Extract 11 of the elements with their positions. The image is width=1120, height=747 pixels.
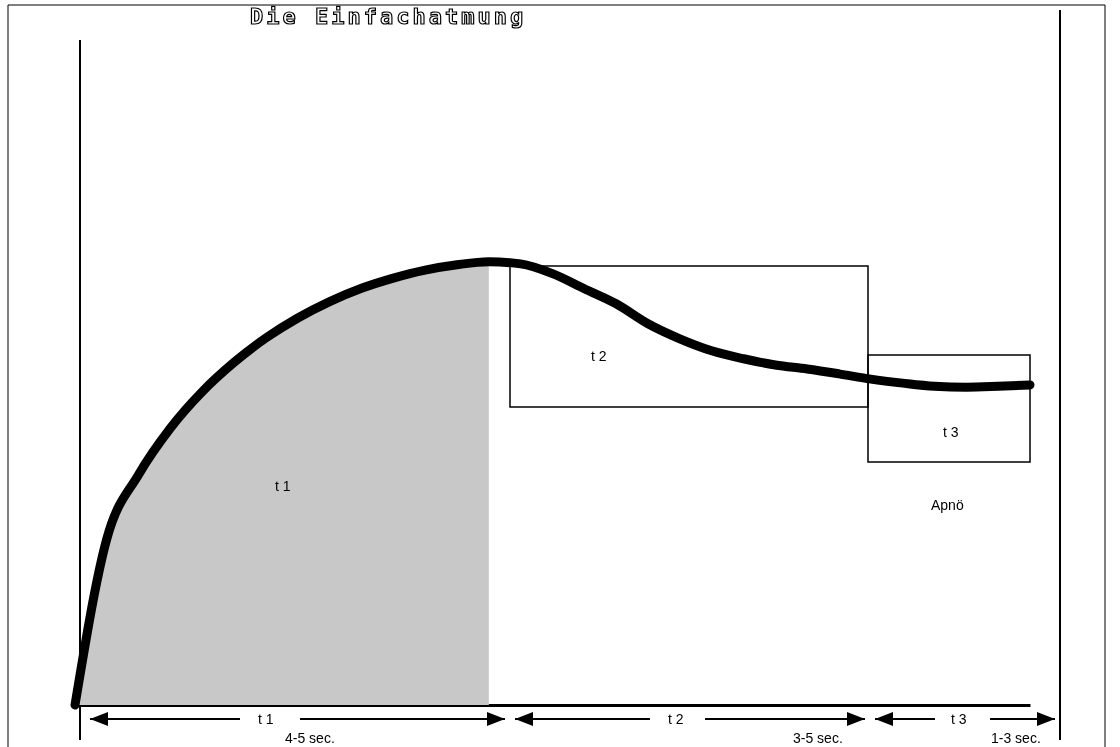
- annotation: t 1: [274, 478, 292, 494]
- text: 1-3 sec.: [988, 730, 1044, 746]
- annotation: Apnö: [930, 497, 965, 513]
- text: t 1: [255, 711, 277, 727]
- text: 3-5 sec.: [790, 730, 846, 746]
- text: t 3: [948, 711, 970, 727]
- text: 4-5 sec.: [282, 730, 338, 746]
- chart-title: Die Einfachatmung: [250, 4, 527, 29]
- text: t 2: [665, 711, 687, 727]
- annotation: t 3: [942, 424, 960, 440]
- annotation: t 2: [590, 348, 608, 364]
